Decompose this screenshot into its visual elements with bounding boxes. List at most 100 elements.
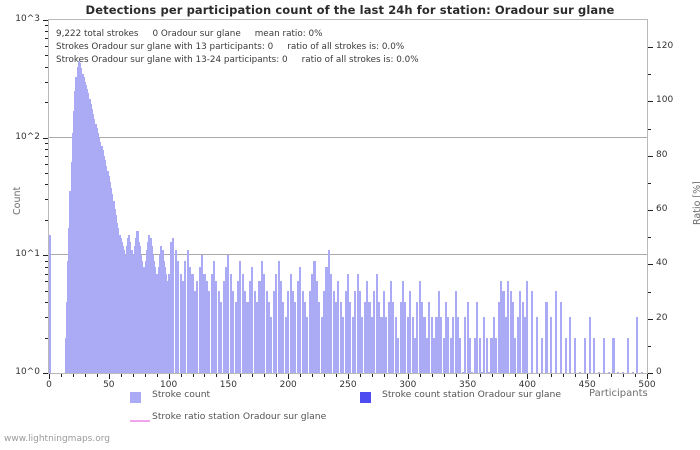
y-tick-major (43, 137, 48, 139)
histogram-bar (593, 337, 596, 373)
histogram-bar (404, 302, 407, 373)
x-tick-minor (132, 374, 134, 377)
y-tick-minor (45, 184, 48, 186)
annotation-line-3: Strokes Oradour sur glane with 13-24 par… (56, 55, 419, 65)
y2-tick-minor (648, 128, 651, 130)
x-tick-minor (204, 374, 206, 377)
y2-tick-minor (648, 74, 651, 76)
histogram-bar (578, 372, 582, 373)
histogram-bar (323, 290, 326, 373)
histogram-bar (239, 260, 242, 373)
histogram-bar (349, 302, 352, 373)
histogram-bar (473, 337, 476, 373)
histogram-bar (114, 215, 117, 373)
histogram-bar (67, 260, 70, 373)
histogram-bar (146, 250, 149, 373)
x-tick-major (108, 374, 110, 379)
histogram-bar (330, 273, 333, 373)
x-tick-label: 400 (518, 380, 536, 390)
y-tick-minor (45, 81, 48, 83)
histogram-bar (387, 302, 390, 373)
histogram-bar (147, 241, 150, 373)
y-tick-minor (45, 199, 48, 201)
histogram-bar (161, 250, 164, 373)
y2-tick-label: 80 (656, 149, 668, 160)
histogram-bar (294, 302, 297, 373)
histogram-bar (234, 302, 237, 373)
histogram-bar (282, 302, 285, 373)
legend-label-stroke-count[interactable]: Stroke count (152, 389, 211, 400)
histogram-bar (236, 281, 239, 373)
histogram-bar (327, 250, 330, 373)
x-tick-minor (216, 374, 218, 377)
y-tick-major (43, 255, 48, 257)
histogram-bar (172, 238, 175, 373)
x-tick-label: 200 (279, 380, 297, 390)
legend-label-stroke-count-station[interactable]: Stroke count station Oradour sur glane (382, 389, 561, 400)
histogram-bar (382, 290, 385, 373)
histogram-bar (602, 337, 605, 373)
x-tick-minor (503, 374, 505, 377)
histogram-bar (122, 246, 125, 373)
x-tick-label: 50 (103, 380, 115, 390)
histogram-bar (466, 302, 469, 373)
histogram-bar (612, 337, 615, 373)
histogram-bar (564, 337, 567, 373)
y-tick-label: 10^2 (15, 131, 40, 142)
histogram-bar (268, 302, 271, 373)
x-tick-minor (371, 374, 373, 377)
histogram-bar (279, 281, 283, 373)
x-tick-label: 300 (399, 380, 417, 390)
y-tick-minor (45, 273, 48, 275)
histogram-bar (303, 302, 306, 373)
x-tick-major (467, 374, 469, 379)
histogram-bar (244, 290, 247, 373)
x-tick-major (288, 374, 290, 379)
histogram-bar (442, 337, 445, 373)
histogram-bar (95, 128, 98, 373)
histogram-bar (229, 273, 232, 373)
histogram-bar (77, 60, 80, 373)
histogram-bar (210, 273, 213, 373)
legend-label-stroke-ratio-station[interactable]: Stroke ratio station Oradour sur glane (152, 411, 327, 422)
x-tick-minor (312, 374, 314, 377)
x-tick-major (587, 374, 589, 379)
histogram-bar (289, 273, 292, 373)
y2-tick-major (648, 155, 653, 157)
histogram-bar (313, 260, 316, 373)
histogram-bar (118, 234, 121, 373)
histogram-bar (113, 208, 116, 373)
histogram-bar (339, 302, 342, 373)
histogram-bar (181, 281, 184, 373)
histogram-bar (111, 194, 114, 373)
histogram-bar (138, 246, 141, 373)
histogram-bar (358, 290, 361, 373)
histogram-bar (346, 273, 350, 373)
x-tick-major (168, 374, 170, 379)
y-tick-minor (45, 55, 48, 57)
y-tick-minor (45, 316, 48, 318)
histogram-bar (476, 302, 479, 373)
histogram-bar (308, 290, 311, 373)
y2-tick-label: 60 (656, 204, 668, 215)
histogram-bar (137, 241, 140, 373)
histogram-bar (196, 281, 199, 373)
histogram-bar (368, 302, 371, 373)
x-tick-minor (431, 374, 433, 377)
x-tick-minor (324, 374, 326, 377)
histogram-bar (88, 98, 91, 373)
histogram-bar (129, 241, 132, 373)
histogram-bar (454, 290, 457, 373)
y-tick-minor (45, 25, 48, 27)
histogram-bar (73, 110, 76, 373)
x-tick-minor (551, 374, 553, 377)
histogram-bar (68, 228, 71, 373)
histogram-bar (49, 234, 52, 373)
histogram-bar (232, 290, 235, 373)
histogram-bar (356, 273, 359, 373)
histogram-bar (87, 92, 90, 373)
y-tick-minor (45, 102, 48, 104)
histogram-bar (126, 238, 129, 373)
histogram-bar (98, 137, 101, 373)
